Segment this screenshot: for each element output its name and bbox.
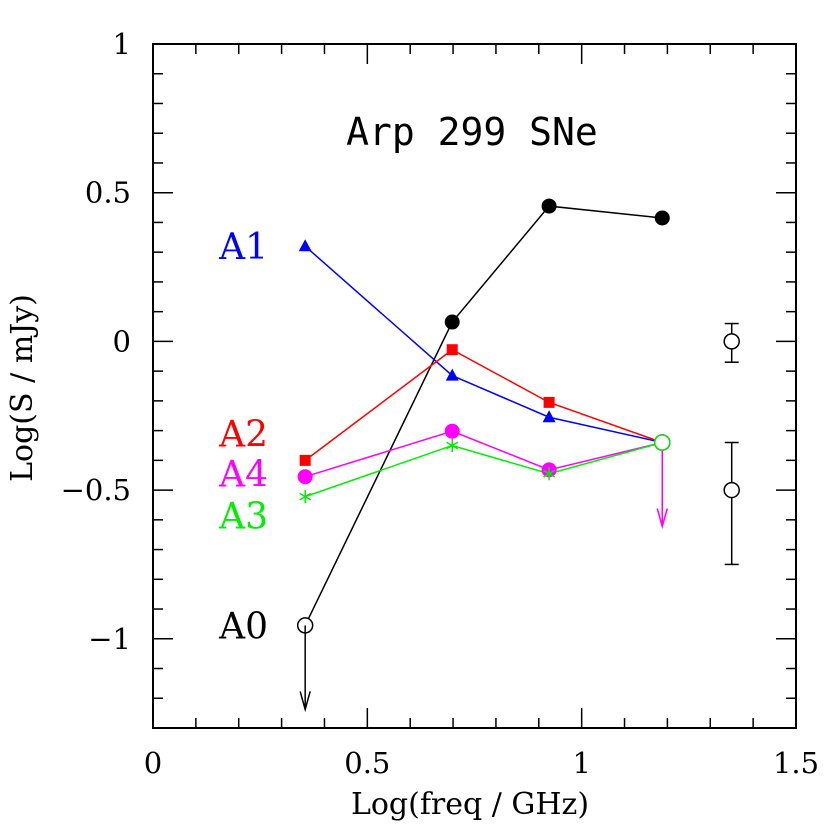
data-markers: [296, 198, 671, 713]
series-label-a1: A1: [218, 227, 268, 268]
series-label-a0: A0: [218, 606, 268, 647]
x-tick-label: 1: [572, 746, 590, 780]
point-a2: [446, 344, 458, 356]
plot-title: Arp 299 SNe: [346, 110, 598, 154]
point-a1: [298, 239, 312, 252]
upper-limit-arrowhead: [656, 508, 668, 530]
upper-limit-arrowhead: [299, 691, 311, 713]
series-line-a2: [304, 348, 663, 461]
series-label-a3: A3: [218, 496, 268, 537]
point-a3: [446, 438, 459, 452]
point-a4: [297, 469, 313, 485]
point-a1: [542, 410, 556, 423]
point-a0: [444, 314, 460, 330]
series-line-a4: [304, 430, 663, 478]
y-tick-label: 0.5: [85, 176, 131, 210]
plot-frame: [152, 43, 797, 729]
series-line-a0: [304, 205, 663, 626]
point-a2: [543, 396, 555, 408]
y-tick-label: 1: [113, 27, 131, 61]
series-line-a3: [304, 441, 663, 498]
point-a3: [654, 434, 671, 451]
point-a0: [654, 210, 670, 226]
error-bar-examples: [723, 322, 740, 566]
point-a4: [444, 423, 460, 439]
series-lines: [304, 205, 663, 626]
y-tick-label: −1: [88, 622, 131, 656]
error-bar-point: [723, 333, 740, 350]
series-label-a4: A4: [218, 455, 268, 496]
point-a1: [445, 368, 459, 381]
y-axis-title: Log(S / mJy): [5, 294, 40, 482]
y-tick-label: 0: [113, 324, 131, 358]
point-a2: [299, 454, 311, 466]
point-a3: [299, 490, 312, 504]
point-a0: [541, 198, 557, 214]
x-tick-label: 0: [144, 746, 162, 780]
series-line-a1: [304, 245, 663, 444]
series-label-a2: A2: [218, 415, 268, 456]
y-tick-label: −0.5: [61, 473, 131, 507]
x-axis-title: Log(freq / GHz): [351, 787, 589, 822]
point-a3: [543, 467, 556, 481]
x-tick-label: 1.5: [773, 746, 819, 780]
x-tick-label: 0.5: [344, 746, 390, 780]
axis-ticks: [152, 43, 797, 729]
tick-labels: 0 0.5 1 1.5 −1 −0.5 0 0.5 1: [61, 27, 819, 780]
error-bar-point: [723, 481, 740, 499]
